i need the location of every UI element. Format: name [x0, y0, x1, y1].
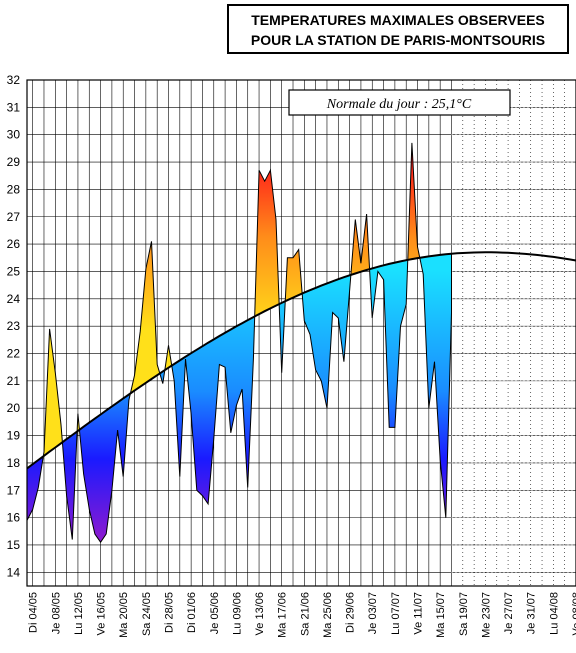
- above-normal-area: [43, 328, 63, 457]
- y-tick-label: 16: [7, 511, 21, 525]
- x-tick-label: Je 27/07: [503, 592, 515, 634]
- y-tick-label: 32: [7, 73, 21, 87]
- y-tick-label: 21: [7, 374, 21, 388]
- below-normal-area: [419, 253, 452, 518]
- plot-frame: [26, 79, 576, 587]
- x-tick-label: Je 31/07: [526, 592, 538, 634]
- above-normal-area: [254, 170, 280, 317]
- y-tick-label: 18: [7, 456, 21, 470]
- x-tick-label: Lu 07/07: [390, 592, 402, 635]
- normal-series-line: [26, 251, 576, 470]
- x-tick-label: Ma 17/06: [277, 592, 289, 638]
- below-normal-area: [171, 316, 255, 504]
- x-tick-label: Me 23/07: [480, 592, 492, 638]
- x-tick-label: Je 03/07: [367, 592, 379, 634]
- y-tick-label: 29: [7, 155, 21, 169]
- y-tick-label: 20: [7, 401, 21, 415]
- above-normal-area: [164, 345, 172, 371]
- y-tick-label: 19: [7, 429, 21, 443]
- anomaly-fill: [27, 142, 452, 543]
- above-normal-area: [130, 241, 160, 394]
- x-tick-label: Lu 12/05: [73, 592, 85, 635]
- chart-title: TEMPERATURES MAXIMALES OBSERVEES POUR LA…: [227, 4, 569, 54]
- y-tick-label: 24: [7, 292, 21, 306]
- x-tick-label: Ma 20/05: [118, 592, 130, 638]
- chart-title-line-2: POUR LA STATION DE PARIS-MONTSOURIS: [250, 32, 546, 48]
- y-tick-label: 25: [7, 264, 21, 278]
- x-tick-label: Je 05/06: [209, 592, 221, 634]
- series-lines: [26, 142, 576, 544]
- x-tick-label: Di 28/05: [164, 592, 176, 633]
- x-tick-label: Ve 08/08: [571, 592, 576, 635]
- x-tick-label: Ve 11/07: [413, 592, 425, 635]
- below-normal-area: [302, 274, 351, 409]
- observed-series-line: [26, 142, 452, 544]
- y-tick-label: 22: [7, 347, 21, 361]
- y-tick-label: 26: [7, 237, 21, 251]
- x-tick-label: Lu 09/06: [231, 592, 243, 635]
- x-tick-label: Sa 21/06: [299, 592, 311, 636]
- x-tick-label: Di 04/05: [28, 592, 40, 633]
- x-tick-label: Di 01/06: [186, 592, 198, 633]
- plot-area: [27, 80, 576, 586]
- grid: [27, 79, 576, 586]
- y-tick-label: 31: [7, 100, 21, 114]
- chart-title-line-1: TEMPERATURES MAXIMALES OBSERVEES: [251, 12, 545, 28]
- x-tick-label: Je 08/05: [50, 592, 62, 634]
- axes: 14 15 16 17 18 19 20 21 22 23 24 25 26 27 28 29 30 31 32 Di…: [7, 73, 576, 638]
- x-tick-label: Di 29/06: [345, 592, 357, 633]
- normal-annotation: Normale du jour : 25,1°C: [326, 97, 472, 112]
- below-normal-area: [369, 259, 408, 428]
- x-tick-label: Sa 19/07: [458, 592, 470, 636]
- x-tick-label: Lu 04/08: [548, 592, 560, 635]
- normal-annotation-box: Normale du jour : 25,1°C: [288, 89, 511, 116]
- below-normal-area: [27, 456, 44, 521]
- above-normal-area: [285, 249, 303, 302]
- above-normal-area: [407, 142, 420, 260]
- x-tick-label: Sa 24/05: [141, 592, 153, 636]
- x-tick-label: Ve 16/05: [96, 592, 108, 635]
- y-tick-label: 14: [7, 565, 21, 579]
- x-tick-label: Ma 15/07: [435, 592, 447, 638]
- x-tick-label: Ma 25/06: [322, 592, 334, 638]
- y-tick-label: 15: [7, 538, 21, 552]
- x-tick-label: Ve 13/06: [254, 592, 266, 635]
- y-tick-label: 28: [7, 182, 21, 196]
- y-tick-label: 27: [7, 210, 21, 224]
- below-normal-area: [279, 301, 286, 373]
- y-tick-label: 17: [7, 483, 21, 497]
- y-tick-label: 30: [7, 128, 21, 142]
- y-tick-label: 23: [7, 319, 21, 333]
